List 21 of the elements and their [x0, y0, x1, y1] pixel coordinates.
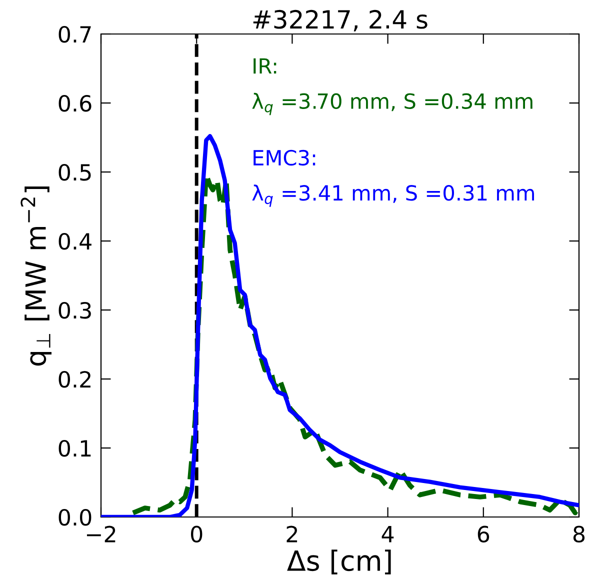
y-tick-label: 0.6 [58, 94, 92, 112]
x-axis-title: Δs [cm] [287, 550, 391, 574]
y-tick-label: 0.7 [58, 26, 91, 43]
x-tick-label: −2 [86, 526, 116, 542]
x-tick-label: 8 [573, 526, 585, 543]
x-tick-label: 6 [478, 526, 490, 543]
y-tick-label: 0.0 [58, 508, 92, 526]
annotation: IR: [254, 58, 276, 74]
annotation: λ$_{q}$ =3.41 mm, S =0.31 mm [252, 184, 534, 207]
x-tick-label: 4 [382, 526, 394, 542]
y-tick-label: 0.4 [58, 232, 92, 250]
x-tick-label: 0 [190, 526, 202, 543]
annotation: EMC3: [254, 150, 316, 166]
y-tick-label: 0.3 [58, 302, 91, 319]
y-tick-label: 0.5 [58, 164, 91, 181]
y-tick-label: 0.2 [58, 370, 90, 388]
y-axis-title: q$_{⊥}$ [MW m$^{−2}$] [20, 186, 52, 366]
x-tick-label: 2 [286, 526, 298, 542]
chart-title: #32217, 2.4 s [253, 10, 428, 32]
annotation: λ$_{q}$ =3.70 mm, S =0.34 mm [252, 92, 532, 116]
y-tick-label: 0.1 [58, 440, 91, 457]
